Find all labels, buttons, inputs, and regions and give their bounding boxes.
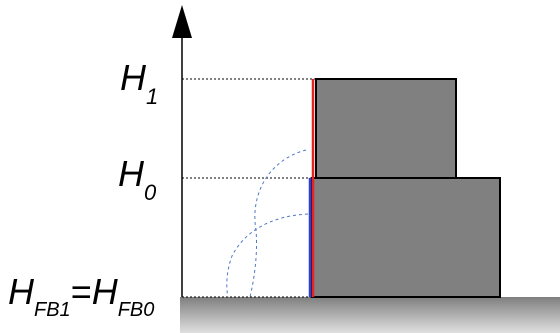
lower-block: [311, 177, 501, 298]
dashed-wave-curve-upper: [249, 149, 307, 298]
hfb-label: HFB1=HFB0: [8, 271, 154, 321]
h1-label: H1: [120, 57, 158, 109]
axis-arrow-icon: [172, 5, 192, 38]
h0-label: H0: [118, 153, 157, 205]
ground: [180, 297, 560, 333]
upper-block: [315, 78, 457, 179]
dashed-wave-curve-lower: [226, 213, 309, 298]
